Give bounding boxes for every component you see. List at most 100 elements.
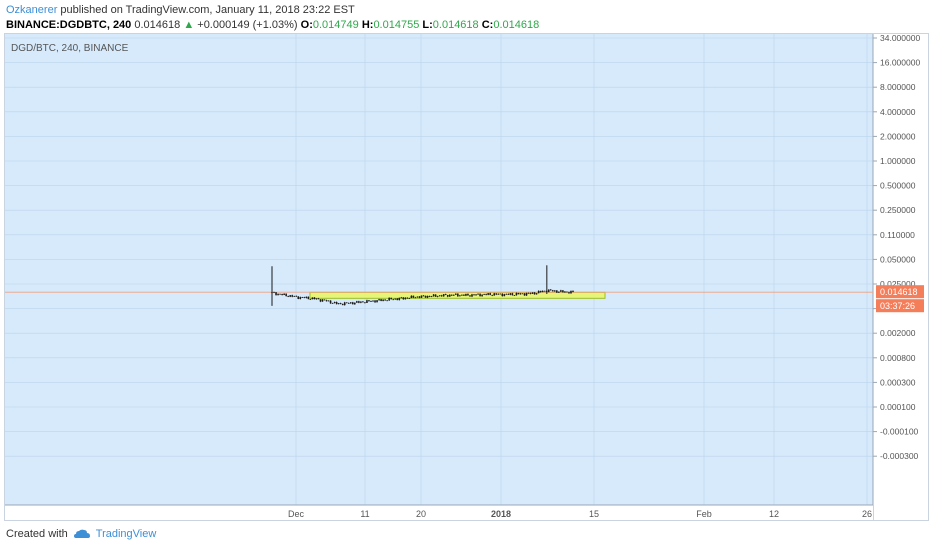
candle-body <box>341 303 344 306</box>
published-text: published on TradingView.com, January 11… <box>60 4 355 16</box>
x-tick-label: Dec <box>288 509 305 519</box>
candle-body <box>523 293 526 296</box>
candle-body <box>426 295 429 298</box>
candle-body <box>457 293 459 297</box>
y-tick-label: 0.250000 <box>880 205 916 215</box>
candle-body <box>291 295 294 297</box>
candle-body <box>473 294 475 296</box>
candle-body <box>428 295 431 297</box>
candle-body <box>463 294 465 296</box>
low-value: 0.014618 <box>432 19 479 31</box>
candle-body <box>537 290 540 294</box>
candle-body <box>337 303 340 305</box>
candle-body <box>503 294 506 297</box>
candle-body <box>339 303 342 304</box>
candle-body <box>343 302 346 306</box>
grid-lines <box>5 34 873 505</box>
created-with-label: Created with <box>6 528 68 540</box>
candle-body <box>319 299 322 302</box>
candle-body <box>313 297 316 300</box>
candle-body <box>436 296 439 298</box>
candle-body <box>333 301 336 304</box>
x-tick-label: 15 <box>589 509 599 519</box>
candle-body <box>471 294 473 297</box>
candle-body <box>305 296 308 298</box>
candle-body <box>461 294 463 296</box>
candle-body <box>438 295 441 297</box>
candle-body <box>440 295 443 297</box>
close-value: 0.014618 <box>493 19 540 31</box>
candle-body <box>450 294 453 296</box>
ohlc-row: BINANCE:DGDBTC, 240 0.014618 ▲ +0.000149… <box>6 18 539 33</box>
y-tick-label: -0.000300 <box>880 451 919 461</box>
candle-body <box>382 299 384 301</box>
candle-body <box>469 295 471 297</box>
candle-body <box>519 293 522 295</box>
candle-body <box>551 290 554 292</box>
author-link[interactable]: Ozkanerer <box>6 4 58 16</box>
y-axis-bg <box>873 34 928 520</box>
candle-body <box>448 294 451 297</box>
x-tick-label: 12 <box>769 509 779 519</box>
candle-body <box>459 295 461 297</box>
candle-body <box>562 290 564 293</box>
candle-body <box>345 302 348 304</box>
chart-title: DGD/BTC, 240, BINANCE <box>11 43 129 54</box>
candle-body <box>556 290 558 293</box>
candle-body <box>570 290 572 294</box>
candle-body <box>465 293 467 296</box>
x-tick-label: 26 <box>862 509 872 519</box>
candle-body <box>374 300 376 303</box>
candle-body <box>558 291 560 293</box>
candle-body <box>376 300 378 303</box>
candle-body <box>378 299 380 301</box>
candle-body <box>560 290 562 292</box>
candle-body <box>370 301 372 302</box>
candle-body <box>301 297 304 298</box>
candle-body <box>372 300 374 302</box>
y-tick-label: 0.110000 <box>880 230 915 240</box>
plot-area[interactable] <box>5 34 873 520</box>
candle-body <box>477 293 479 295</box>
candle-body <box>349 302 352 304</box>
y-tick-label: 0.050000 <box>880 254 916 264</box>
x-axis[interactable]: Dec 11 20 2018 15 Feb 12 26 <box>5 504 873 520</box>
candle-body <box>410 295 413 299</box>
candle-body <box>394 298 397 300</box>
tradingview-link[interactable]: TradingView <box>95 528 157 540</box>
candle-body <box>420 295 423 298</box>
candle-body <box>388 297 390 301</box>
price-chart[interactable]: DGD/BTC, 240, BINANCE 34.000000 16.000000… <box>5 34 928 520</box>
candle-body <box>442 294 445 297</box>
candle-body <box>424 295 427 298</box>
candle-body <box>495 293 498 295</box>
candle-body <box>315 298 318 300</box>
candle-body <box>275 292 277 296</box>
candle-body <box>529 292 532 294</box>
candle-body <box>327 300 330 302</box>
close-label: C: <box>481 19 494 31</box>
candle-body <box>521 293 524 295</box>
y-axis[interactable]: 34.000000 16.000000 8.000000 4.000000 2.0000… <box>872 34 928 520</box>
candle-body <box>509 293 512 295</box>
candle-body <box>481 294 483 297</box>
candle-body <box>358 301 360 303</box>
candle-body <box>297 296 300 300</box>
candle-body <box>347 302 350 304</box>
candle-body <box>400 297 403 299</box>
candle-body <box>364 302 366 304</box>
candle-body <box>554 290 556 292</box>
candle-body <box>354 302 356 305</box>
candle-body <box>432 294 435 297</box>
candle-body <box>525 292 528 296</box>
candle-body <box>392 299 395 301</box>
last-price-tag: 0.014618 03:37:26 <box>876 285 924 313</box>
candle-body <box>273 292 275 294</box>
candle-body <box>281 294 283 296</box>
candle-body <box>491 294 493 296</box>
candle-body <box>507 293 510 295</box>
candle-body <box>501 293 504 297</box>
low-label: L: <box>422 19 433 31</box>
candle-body <box>317 298 320 300</box>
candle-body <box>497 293 500 295</box>
